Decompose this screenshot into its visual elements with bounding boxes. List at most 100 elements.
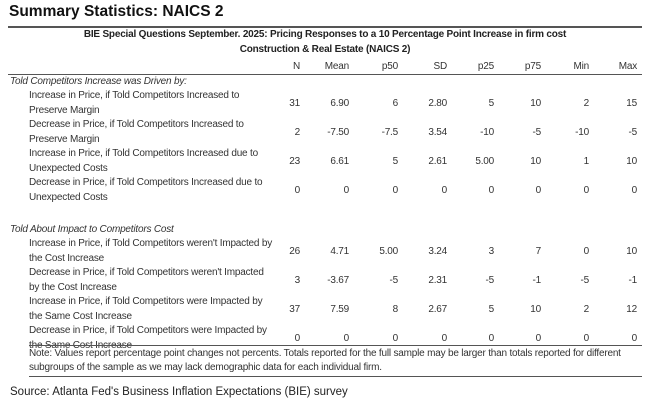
section-label: Told About Impact to Competitors Cost [10, 224, 174, 235]
cell-n: 0 [294, 333, 301, 344]
cell-sd: 2.67 [428, 304, 447, 315]
cell-n: 26 [289, 246, 300, 257]
cell-sd: 0 [441, 185, 448, 196]
bottom-rule [29, 376, 642, 377]
cell-mean: 7.59 [330, 304, 349, 315]
cell-sd: 2.80 [428, 98, 447, 109]
column-header-p75: p75 [524, 60, 541, 72]
row-label: Increase in Price, if Told Competitors w… [29, 238, 273, 264]
table-heading: BIE Special Questions September. 2025: P… [83, 29, 567, 40]
cell-n: 23 [289, 156, 300, 167]
table-row: Decrease in Price, if Told Competitors I… [8, 118, 642, 147]
cell-min: 2 [583, 304, 590, 315]
cell-min: 1 [583, 156, 590, 167]
cell-p50: 8 [392, 304, 399, 315]
cell-min: 0 [583, 185, 590, 196]
cell-sd: 3.24 [428, 246, 447, 257]
cell-mean: -3.67 [327, 275, 349, 286]
column-header-mean: Mean [324, 60, 349, 72]
cell-sd: 2.61 [428, 156, 447, 167]
row-label: Increase in Price, if Told Competitors w… [29, 296, 263, 322]
cell-p25: -10 [480, 127, 494, 138]
column-header-n: N [292, 60, 300, 72]
column-header-min: Min [573, 60, 589, 72]
cell-p25: 5 [488, 304, 495, 315]
section-label: Told Competitors Increase was Driven by: [10, 76, 187, 87]
cell-min: 0 [583, 246, 590, 257]
cell-p50: 0 [392, 185, 399, 196]
table-subheading: Construction & Real Estate (NAICS 2) [239, 44, 411, 55]
row-label: Decrease in Price, if Told Competitors w… [29, 267, 264, 293]
table-note: Note: Values report percentage point cha… [29, 348, 621, 373]
cell-max: 10 [626, 156, 637, 167]
table-row: Increase in Price, if Told Competitors I… [8, 147, 642, 176]
cell-max: 12 [626, 304, 637, 315]
cell-p25: 5.00 [475, 156, 494, 167]
note-top-rule [29, 345, 642, 346]
cell-p25: 3 [488, 246, 495, 257]
column-header-p25: p25 [477, 60, 494, 72]
cell-sd: 2.31 [428, 275, 447, 286]
source-text: Source: Atlanta Fed's Business Inflation… [10, 386, 348, 398]
cell-p50: -5 [389, 275, 399, 286]
cell-max: 10 [626, 246, 637, 257]
row-label: Decrease in Price, if Told Competitors I… [29, 119, 244, 145]
cell-p25: 5 [488, 98, 495, 109]
cell-p75: 10 [530, 304, 541, 315]
column-header-max: Max [618, 60, 637, 72]
header-rule [8, 74, 642, 75]
cell-mean: 6.61 [330, 156, 349, 167]
cell-p75: 10 [530, 98, 541, 109]
table-row: Decrease in Price, if Told Competitors w… [8, 266, 642, 295]
cell-max: -5 [628, 127, 638, 138]
cell-min: 2 [583, 98, 590, 109]
column-header-p50: p50 [381, 60, 398, 72]
section-spacer [8, 205, 642, 222]
column-header-label [8, 58, 272, 74]
cell-max: 15 [626, 98, 637, 109]
row-label: Decrease in Price, if Told Competitors I… [29, 177, 263, 203]
cell-p25: 0 [488, 185, 495, 196]
section-header-row: Told About Impact to Competitors Cost [8, 222, 642, 237]
cell-p25: 0 [488, 333, 495, 344]
cell-max: -1 [628, 275, 638, 286]
cell-n: 2 [294, 127, 301, 138]
cell-p50: 5 [392, 156, 399, 167]
column-header-sd: SD [433, 60, 448, 72]
column-header-row: N Mean p50 SD p25 p75 Min Max [8, 58, 642, 74]
cell-p50: 0 [392, 333, 399, 344]
cell-p75: 10 [530, 156, 541, 167]
cell-p50: -7.5 [381, 127, 399, 138]
cell-min: 0 [583, 333, 590, 344]
table-row: Increase in Price, if Told Competitors w… [8, 237, 642, 266]
row-label: Increase in Price, if Told Competitors I… [29, 90, 240, 116]
cell-max: 0 [631, 185, 638, 196]
cell-mean: 0 [343, 185, 350, 196]
summary-table: N Mean p50 SD p25 p75 Min Max Told Compe… [8, 58, 642, 353]
cell-sd: 3.54 [428, 127, 447, 138]
cell-mean: 4.71 [330, 246, 349, 257]
cell-n: 3 [294, 275, 301, 286]
cell-n: 31 [289, 98, 300, 109]
cell-sd: 0 [441, 333, 448, 344]
cell-p75: -5 [532, 127, 542, 138]
cell-n: 0 [294, 185, 301, 196]
table-row: Increase in Price, if Told Competitors w… [8, 295, 642, 324]
cell-mean: -7.50 [327, 127, 349, 138]
cell-n: 37 [289, 304, 300, 315]
table-row: Increase in Price, if Told Competitors I… [8, 89, 642, 118]
cell-p50: 6 [392, 98, 399, 109]
cell-min: -5 [580, 275, 590, 286]
cell-mean: 0 [343, 333, 350, 344]
cell-p75: 0 [535, 185, 542, 196]
cell-p50: 5.00 [379, 246, 398, 257]
page-title: Summary Statistics: NAICS 2 [9, 3, 224, 20]
cell-p25: -5 [485, 275, 495, 286]
cell-mean: 6.90 [330, 98, 349, 109]
section-header-row: Told Competitors Increase was Driven by: [8, 74, 642, 89]
table-row: Decrease in Price, if Told Competitors I… [8, 176, 642, 205]
cell-p75: -1 [532, 275, 542, 286]
cell-p75: 0 [535, 333, 542, 344]
cell-min: -10 [575, 127, 589, 138]
row-label: Increase in Price, if Told Competitors I… [29, 148, 258, 174]
